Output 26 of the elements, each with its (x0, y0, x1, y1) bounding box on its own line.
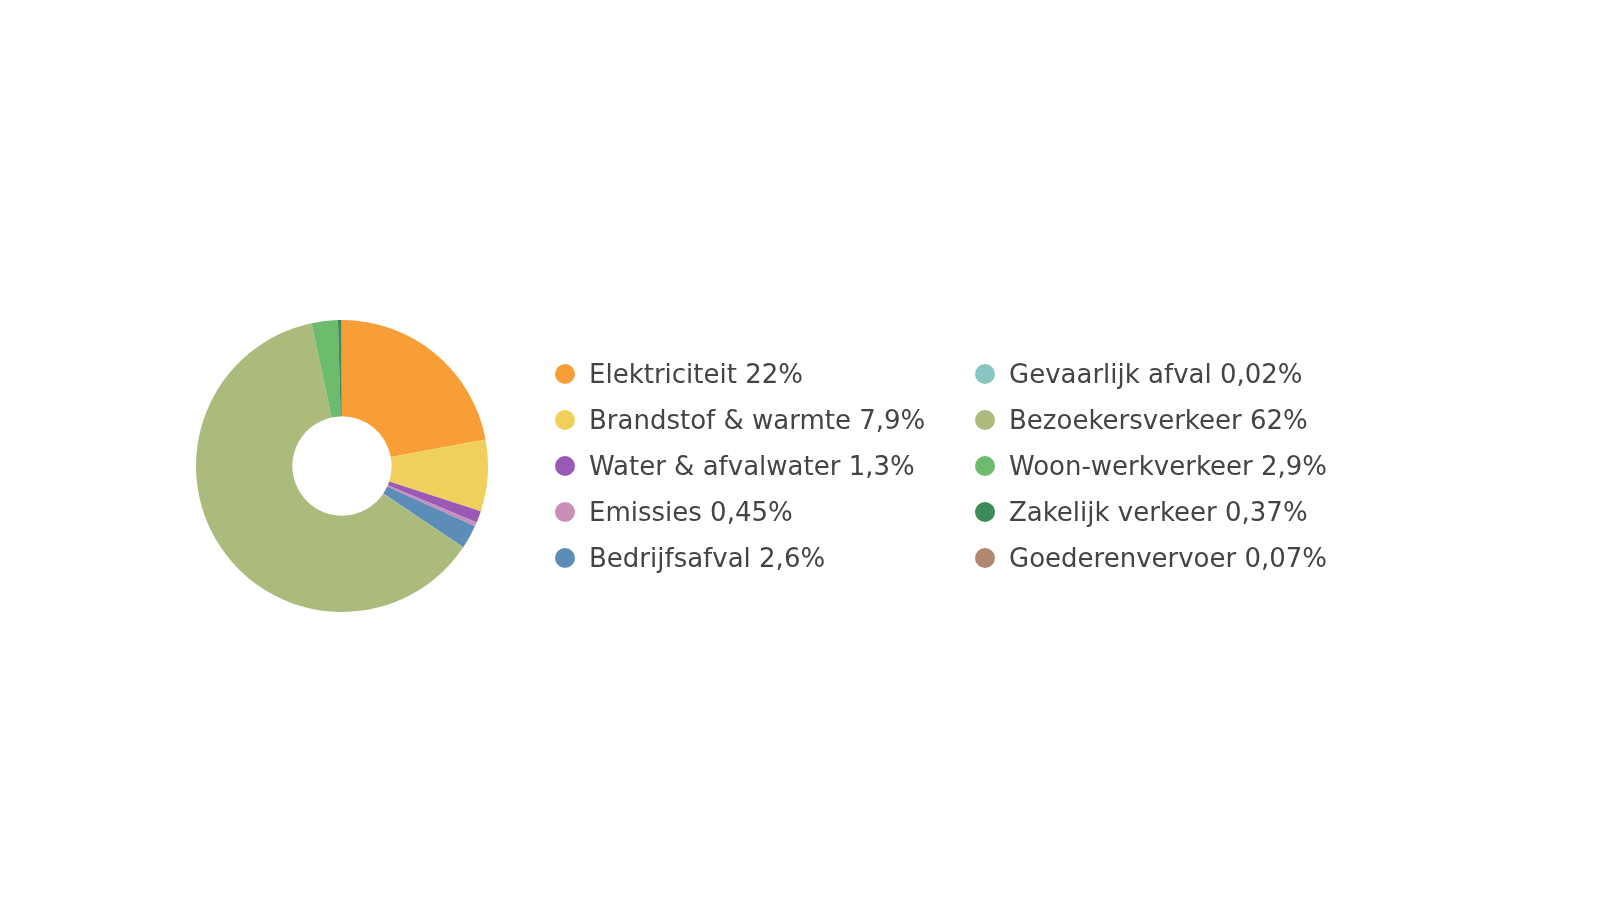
legend-label: Zakelijk verkeer (1009, 497, 1217, 527)
donut-slice (196, 323, 464, 612)
legend-label: Bezoekersverkeer (1009, 405, 1242, 435)
data-label: 62% (1249, 405, 1308, 435)
legend-label: Goederenvervoer (1009, 543, 1237, 573)
data-label: 22% (745, 359, 804, 389)
legend-label: Emissies (589, 497, 702, 527)
donut-slice (383, 486, 475, 548)
data-label: 0,02% (1219, 359, 1303, 389)
legend-label: Woon-werkverkeer (1009, 451, 1253, 481)
donut-slice (389, 439, 488, 512)
legend-label: Elektriciteit (589, 359, 737, 389)
legend-label: Bedrijfsafval (589, 543, 751, 573)
legend-label: Water & afvalwater (589, 451, 841, 481)
donut-slice (342, 320, 486, 457)
data-label: 0,45% (710, 497, 793, 527)
data-label: 2,6% (759, 543, 826, 573)
donut-slice (337, 320, 342, 417)
data-label: 0,37% (1225, 497, 1308, 527)
legend-label: Brandstof & warmte (589, 405, 851, 435)
legend-label: Gevaarlijk afval (1009, 359, 1212, 389)
data-label: 0,07% (1244, 543, 1328, 573)
data-label: 2,9% (1261, 451, 1328, 481)
data-label: 1,3% (848, 451, 915, 481)
data-label: 7,9% (859, 405, 926, 435)
donut-slice (311, 320, 341, 418)
